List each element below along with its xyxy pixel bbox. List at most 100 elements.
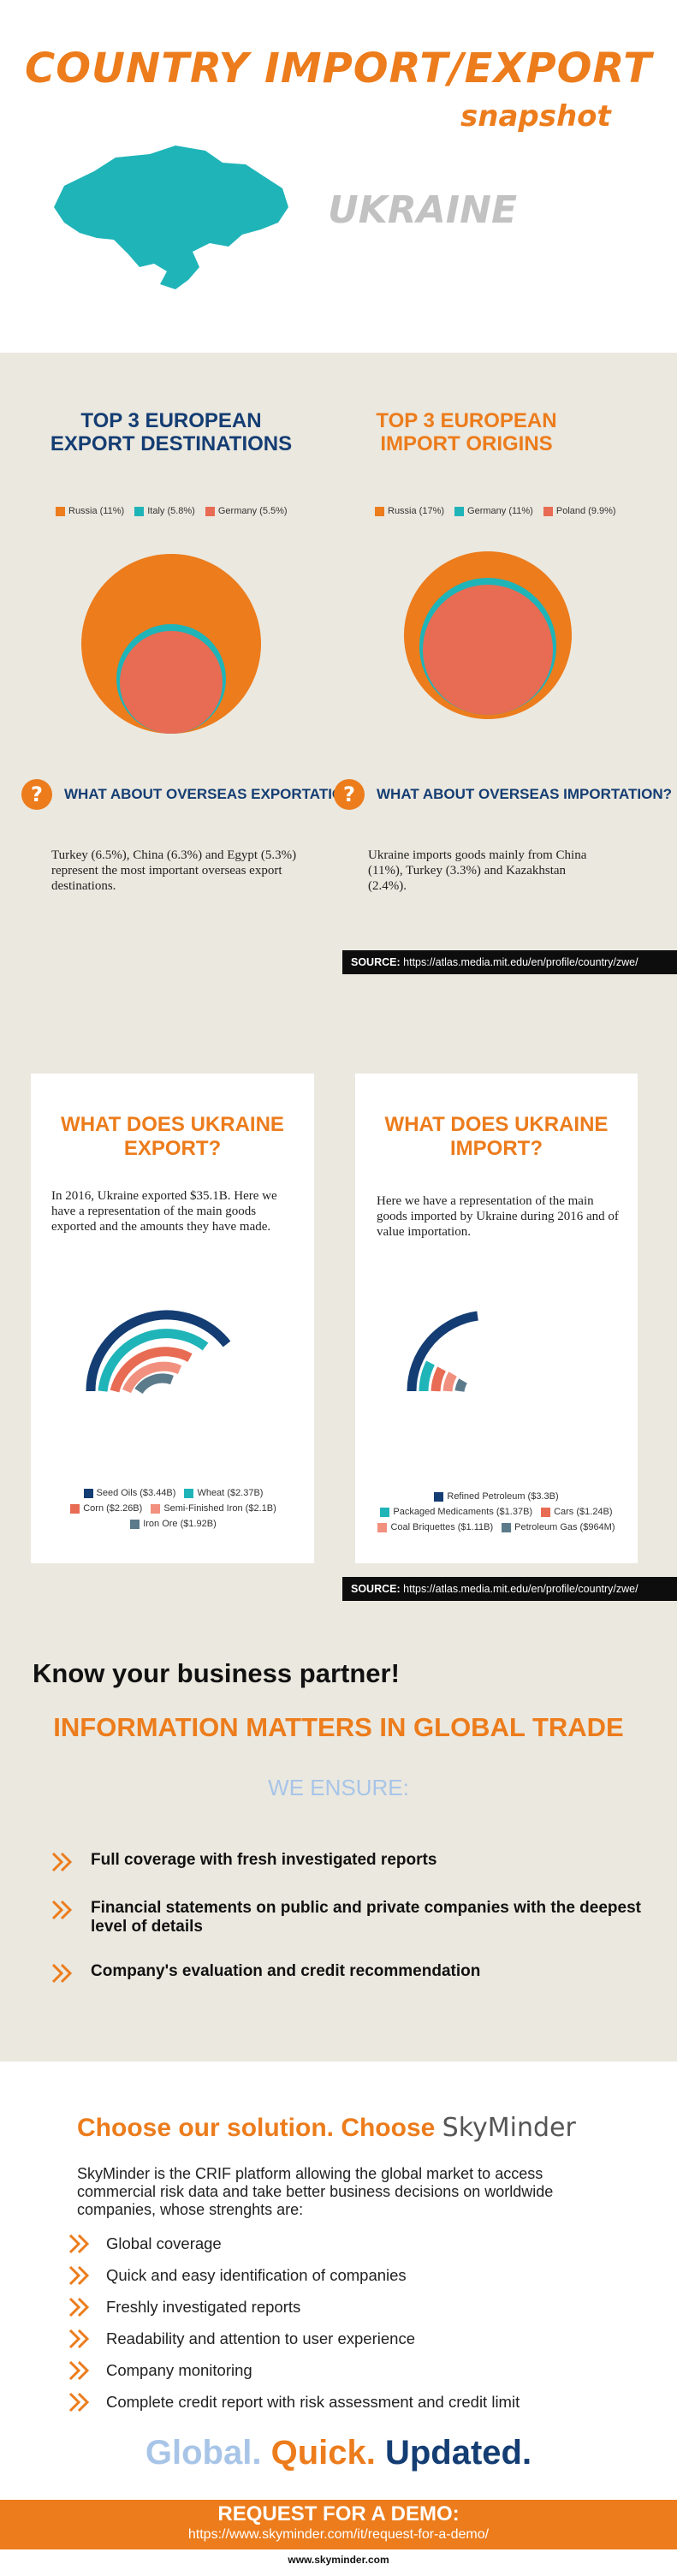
question-icon: ? <box>21 779 52 810</box>
double-chevron-icon <box>68 2359 92 2382</box>
source-bar-2: SOURCE: https://atlas.media.mit.edu/en/p… <box>342 1577 677 1601</box>
export-goods-legend: Seed Oils ($3.44B) Wheat ($2.37B) Corn (… <box>51 1488 295 1529</box>
country-name: UKRAINE <box>328 188 517 232</box>
ensure-heading: WE ENSURE: <box>0 1775 677 1801</box>
legend-item: Poland (9.9%) <box>543 506 616 516</box>
list-item-text: Freshly investigated reports <box>106 2298 300 2317</box>
legend-label: Refined Petroleum ($3.3B) <box>447 1491 558 1502</box>
arc-iron-ore <box>139 1378 172 1391</box>
legend-swatch <box>454 507 464 516</box>
overseas-export-text: Turkey (6.5%), China (6.3%) and Egypt (5… <box>51 848 308 894</box>
list-item: Financial statements on public and priva… <box>51 1899 650 1936</box>
legend-swatch <box>56 507 65 516</box>
know-heading: Know your business partner! <box>33 1658 400 1689</box>
list-item-text: Readability and attention to user experi… <box>106 2329 415 2348</box>
list-item-text: Company's evaluation and credit recommen… <box>91 1962 480 1981</box>
list-item: Global coverage <box>68 2228 650 2259</box>
list-item-text: Company monitoring <box>106 2361 252 2380</box>
legend-swatch <box>541 1508 550 1517</box>
legend-item: Russia (17%) <box>375 506 444 516</box>
legend-item: Coal Briquettes ($1.11B) <box>377 1522 493 1532</box>
list-item: Freshly investigated reports <box>68 2291 650 2323</box>
import-goods-legend: Refined Petroleum ($3.3B) Packaged Medic… <box>359 1491 633 1532</box>
export-destinations-legend: Russia (11%) Italy (5.8%) Germany (5.5%) <box>56 506 288 516</box>
list-item-text: Full coverage with fresh investigated re… <box>91 1851 436 1870</box>
legend-swatch <box>375 507 384 516</box>
demo-link[interactable]: https://www.skyminder.com/it/request-for… <box>0 2527 677 2543</box>
page-title: COUNTRY IMPORT/EXPORT <box>0 45 677 92</box>
footer-site-link[interactable]: www.skyminder.com <box>0 2554 677 2566</box>
legend-label: Semi-Finished Iron ($2.1B) <box>163 1503 276 1514</box>
legend-label: Russia (11%) <box>68 506 124 516</box>
choose-text: Choose our solution. Choose <box>77 2114 442 2142</box>
demo-heading: REQUEST FOR A DEMO: <box>0 2500 677 2526</box>
arc-cars <box>436 1369 442 1391</box>
legend-item: Petroleum Gas ($964M) <box>502 1522 615 1532</box>
double-chevron-icon <box>68 2328 92 2350</box>
pie-poland <box>423 585 553 715</box>
legend-label: Coal Briquettes ($1.11B) <box>390 1522 493 1532</box>
legend-label: Packaged Medicaments ($1.37B) <box>393 1507 532 1517</box>
list-item-text: Complete credit report with risk assessm… <box>106 2393 520 2412</box>
arc-petroleum-gas <box>460 1381 463 1391</box>
legend-item: Iron Ore ($1.92B) <box>130 1519 217 1529</box>
import-goods-chart <box>402 1301 539 1395</box>
export-destinations-chart <box>81 545 261 759</box>
import-goods-title: WHAT DOES UKRAINE IMPORT? <box>355 1113 638 1161</box>
legend-label: Germany (5.5%) <box>218 506 288 516</box>
question-icon: ? <box>334 779 365 810</box>
slogan: Global. Quick. Updated. <box>0 2434 677 2472</box>
overseas-export-question: ? WHAT ABOUT OVERSEAS EXPORTATION? <box>21 779 363 810</box>
legend-item: Cars ($1.24B) <box>541 1507 612 1517</box>
export-goods-text: In 2016, Ukraine exported $35.1B. Here w… <box>51 1188 295 1234</box>
double-chevron-icon <box>51 1899 75 1921</box>
legend-label: Petroleum Gas ($964M) <box>514 1522 615 1532</box>
info-heading: INFORMATION MATTERS IN GLOBAL TRADE <box>0 1712 677 1743</box>
export-goods-title-line2: EXPORT? <box>31 1137 314 1161</box>
export-goods-title: WHAT DOES UKRAINE EXPORT? <box>31 1113 314 1161</box>
slogan-word-global: Global. <box>145 2434 262 2472</box>
import-origins-legend: Russia (17%) Germany (11%) Poland (9.9%) <box>375 506 616 516</box>
source-bar: SOURCE: https://atlas.media.mit.edu/en/p… <box>342 950 677 974</box>
legend-item: Wheat ($2.37B) <box>184 1488 263 1498</box>
export-destinations-title-line2: EXPORT DESTINATIONS <box>26 432 317 455</box>
double-chevron-icon <box>51 1962 75 1984</box>
legend-label: Wheat ($2.37B) <box>197 1488 263 1498</box>
list-item: Company's evaluation and credit recommen… <box>51 1962 650 1984</box>
double-chevron-icon <box>68 2233 92 2255</box>
legend-item: Russia (11%) <box>56 506 124 516</box>
overseas-import-text: Ukraine imports goods mainly from China … <box>368 848 599 894</box>
legend-item: Germany (11%) <box>454 506 533 516</box>
overseas-import-heading: WHAT ABOUT OVERSEAS IMPORTATION? <box>377 786 672 803</box>
arc-packaged-medicaments <box>424 1363 431 1391</box>
legend-label: Russia (17%) <box>388 506 444 516</box>
legend-item: Germany (5.5%) <box>205 506 288 516</box>
legend-swatch <box>70 1504 80 1514</box>
legend-item: Corn ($2.26B) <box>70 1503 142 1514</box>
pie-germany <box>120 631 223 734</box>
list-item: Complete credit report with risk assessm… <box>68 2386 650 2418</box>
skyminder-logo: SkyMinder <box>442 2113 576 2143</box>
list-item-text: Quick and easy identification of compani… <box>106 2266 407 2285</box>
demo-banner[interactable]: REQUEST FOR A DEMO: https://www.skyminde… <box>0 2500 677 2549</box>
source-url[interactable]: https://atlas.media.mit.edu/en/profile/c… <box>403 956 638 968</box>
import-goods-title-line1: WHAT DOES UKRAINE <box>355 1113 638 1137</box>
export-goods-title-line1: WHAT DOES UKRAINE <box>31 1113 314 1137</box>
legend-item: Semi-Finished Iron ($2.1B) <box>151 1503 276 1514</box>
legend-swatch <box>380 1508 389 1517</box>
legend-swatch <box>84 1489 93 1498</box>
import-origins-title-line2: IMPORT ORIGINS <box>342 432 591 455</box>
legend-swatch <box>205 507 215 516</box>
list-item-text: Financial statements on public and priva… <box>91 1899 650 1936</box>
legend-swatch <box>130 1520 140 1529</box>
legend-item: Italy (5.8%) <box>134 506 195 516</box>
legend-label: Iron Ore ($1.92B) <box>143 1519 217 1529</box>
list-item: Company monitoring <box>68 2354 650 2386</box>
legend-swatch <box>434 1492 443 1502</box>
list-item-text: Global coverage <box>106 2234 222 2253</box>
double-chevron-icon <box>68 2264 92 2287</box>
export-destinations-title-line1: TOP 3 EUROPEAN <box>26 409 317 432</box>
legend-label: Cars ($1.24B) <box>554 1507 612 1517</box>
source-url[interactable]: https://atlas.media.mit.edu/en/profile/c… <box>403 1583 638 1595</box>
import-origins-title: TOP 3 EUROPEAN IMPORT ORIGINS <box>342 409 591 455</box>
